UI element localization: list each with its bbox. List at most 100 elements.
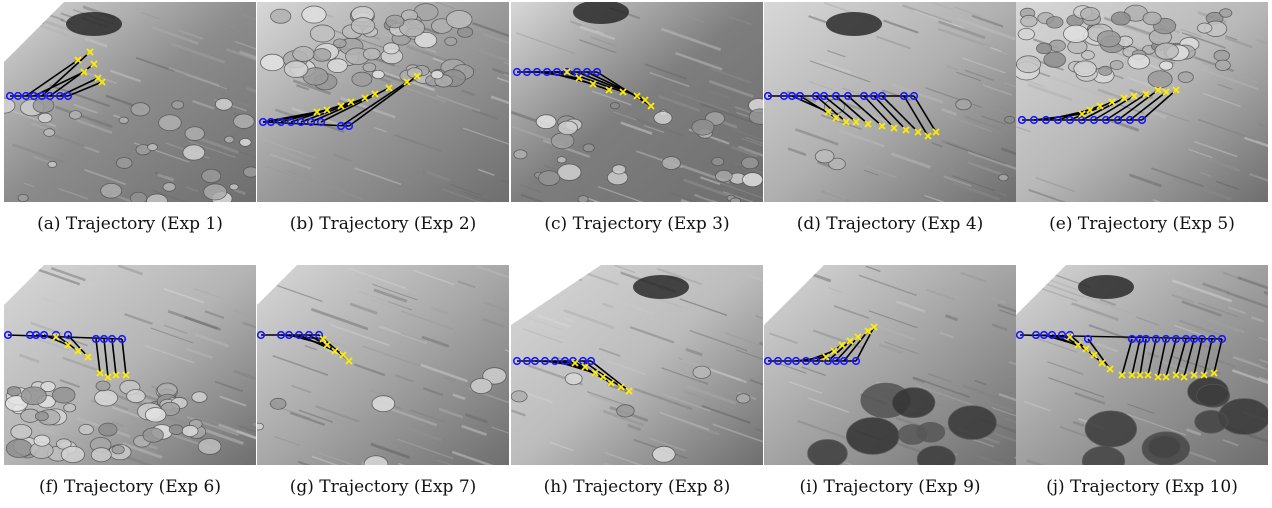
predicted-point-marker xyxy=(1154,373,1162,381)
reference-point-marker xyxy=(294,330,304,340)
correspondence-line xyxy=(25,59,79,97)
correspondence-line xyxy=(823,95,857,123)
reference-point-marker xyxy=(107,334,117,344)
reference-point-marker xyxy=(63,330,73,340)
predicted-point-marker xyxy=(1162,373,1170,381)
reference-point-marker xyxy=(336,121,346,131)
reference-point-marker xyxy=(1217,334,1227,344)
predicted-point-marker xyxy=(1090,351,1098,359)
correspondence-line xyxy=(1183,338,1195,378)
predicted-point-marker xyxy=(854,333,862,341)
predicted-point-marker xyxy=(842,118,850,126)
predicted-point-marker xyxy=(371,90,379,98)
reference-point-marker xyxy=(542,67,552,77)
reference-point-marker xyxy=(783,356,793,366)
reference-point-marker xyxy=(31,330,41,340)
predicted-point-marker xyxy=(617,383,625,391)
correspondence-line xyxy=(1105,93,1147,121)
correspondence-line xyxy=(298,334,336,352)
reference-path-line xyxy=(1019,334,1223,340)
terrain-photo xyxy=(764,265,1016,465)
predicted-point-marker xyxy=(1180,373,1188,381)
predicted-point-marker xyxy=(619,88,627,96)
predicted-point-marker xyxy=(914,128,922,136)
predicted-point-marker xyxy=(1210,369,1218,377)
predicted-point-marker xyxy=(323,341,331,349)
reference-point-marker xyxy=(257,330,266,340)
correspondence-line xyxy=(41,51,91,97)
trajectory-overlay xyxy=(764,323,878,366)
reference-point-marker xyxy=(1041,115,1051,125)
reference-point-marker xyxy=(562,67,572,77)
reference-point-marker xyxy=(1047,330,1057,340)
correspondence-line xyxy=(913,95,937,133)
reference-point-marker xyxy=(286,117,296,127)
correspondence-line xyxy=(1093,95,1135,121)
predicted-point-marker xyxy=(52,333,60,341)
terrain-photo xyxy=(511,2,763,202)
predicted-point-marker xyxy=(824,108,832,116)
predicted-point-marker xyxy=(878,122,886,130)
correspondence-line xyxy=(1147,338,1157,376)
terrain-image xyxy=(4,265,256,465)
reference-point-marker xyxy=(117,334,127,344)
predicted-point-marker xyxy=(1108,98,1116,106)
reference-point-marker xyxy=(1057,330,1067,340)
trajectory-overlay xyxy=(257,330,353,365)
predicted-point-marker xyxy=(1086,106,1094,114)
reference-point-marker xyxy=(1125,115,1135,125)
reference-point-marker xyxy=(512,67,522,77)
predicted-point-marker xyxy=(1120,94,1128,102)
reference-point-marker xyxy=(1089,115,1099,125)
predicted-point-marker xyxy=(64,341,72,349)
panel-caption: (j) Trajectory (Exp 10) xyxy=(1046,477,1238,497)
predicted-point-marker xyxy=(74,56,82,64)
predicted-point-marker xyxy=(112,371,120,379)
trajectory-overlay xyxy=(5,48,106,101)
predicted-point-marker xyxy=(104,373,112,381)
correspondence-line xyxy=(95,338,101,374)
correspondence-line xyxy=(1131,338,1141,376)
correspondence-line xyxy=(1129,91,1167,121)
reference-point-marker xyxy=(540,356,550,366)
reference-point-marker xyxy=(29,91,39,101)
reference-point-marker xyxy=(4,330,13,340)
reference-point-marker xyxy=(773,356,783,366)
predicted-point-marker xyxy=(1128,371,1136,379)
reference-point-marker xyxy=(791,356,801,366)
trajectory-overlay xyxy=(512,67,655,110)
reference-point-marker xyxy=(21,91,31,101)
reference-point-marker xyxy=(1017,115,1027,125)
correspondence-line xyxy=(1139,338,1147,376)
predicted-point-marker xyxy=(890,124,898,132)
correspondence-line xyxy=(111,338,117,376)
predicted-point-marker xyxy=(84,353,92,361)
correspondence-line xyxy=(1203,338,1213,376)
reference-point-marker xyxy=(1113,115,1123,125)
correspondence-line xyxy=(873,95,907,131)
predicted-point-marker xyxy=(345,357,353,365)
terrain-image xyxy=(257,2,509,202)
reference-point-marker xyxy=(314,330,324,340)
reference-point-marker xyxy=(1065,330,1075,340)
correspondence-line xyxy=(1121,338,1133,376)
predicted-point-marker xyxy=(864,327,872,335)
reference-point-marker xyxy=(764,91,773,101)
correspondence-line xyxy=(863,95,895,129)
reference-point-marker xyxy=(37,91,47,101)
correspondence-line xyxy=(121,338,127,376)
reference-point-marker xyxy=(823,356,833,366)
predicted-point-marker xyxy=(339,351,347,359)
predicted-point-marker xyxy=(331,347,339,355)
predicted-point-marker xyxy=(1142,90,1150,98)
reference-point-marker xyxy=(512,356,522,366)
predicted-point-marker xyxy=(838,341,846,349)
correspondence-line xyxy=(67,81,103,97)
predicted-point-marker xyxy=(864,120,872,128)
predicted-point-marker xyxy=(575,74,583,82)
correspondence-line xyxy=(582,360,622,388)
predicted-point-marker xyxy=(1098,359,1106,367)
correspondence-line xyxy=(1193,338,1203,376)
correspondence-line xyxy=(1213,338,1223,374)
